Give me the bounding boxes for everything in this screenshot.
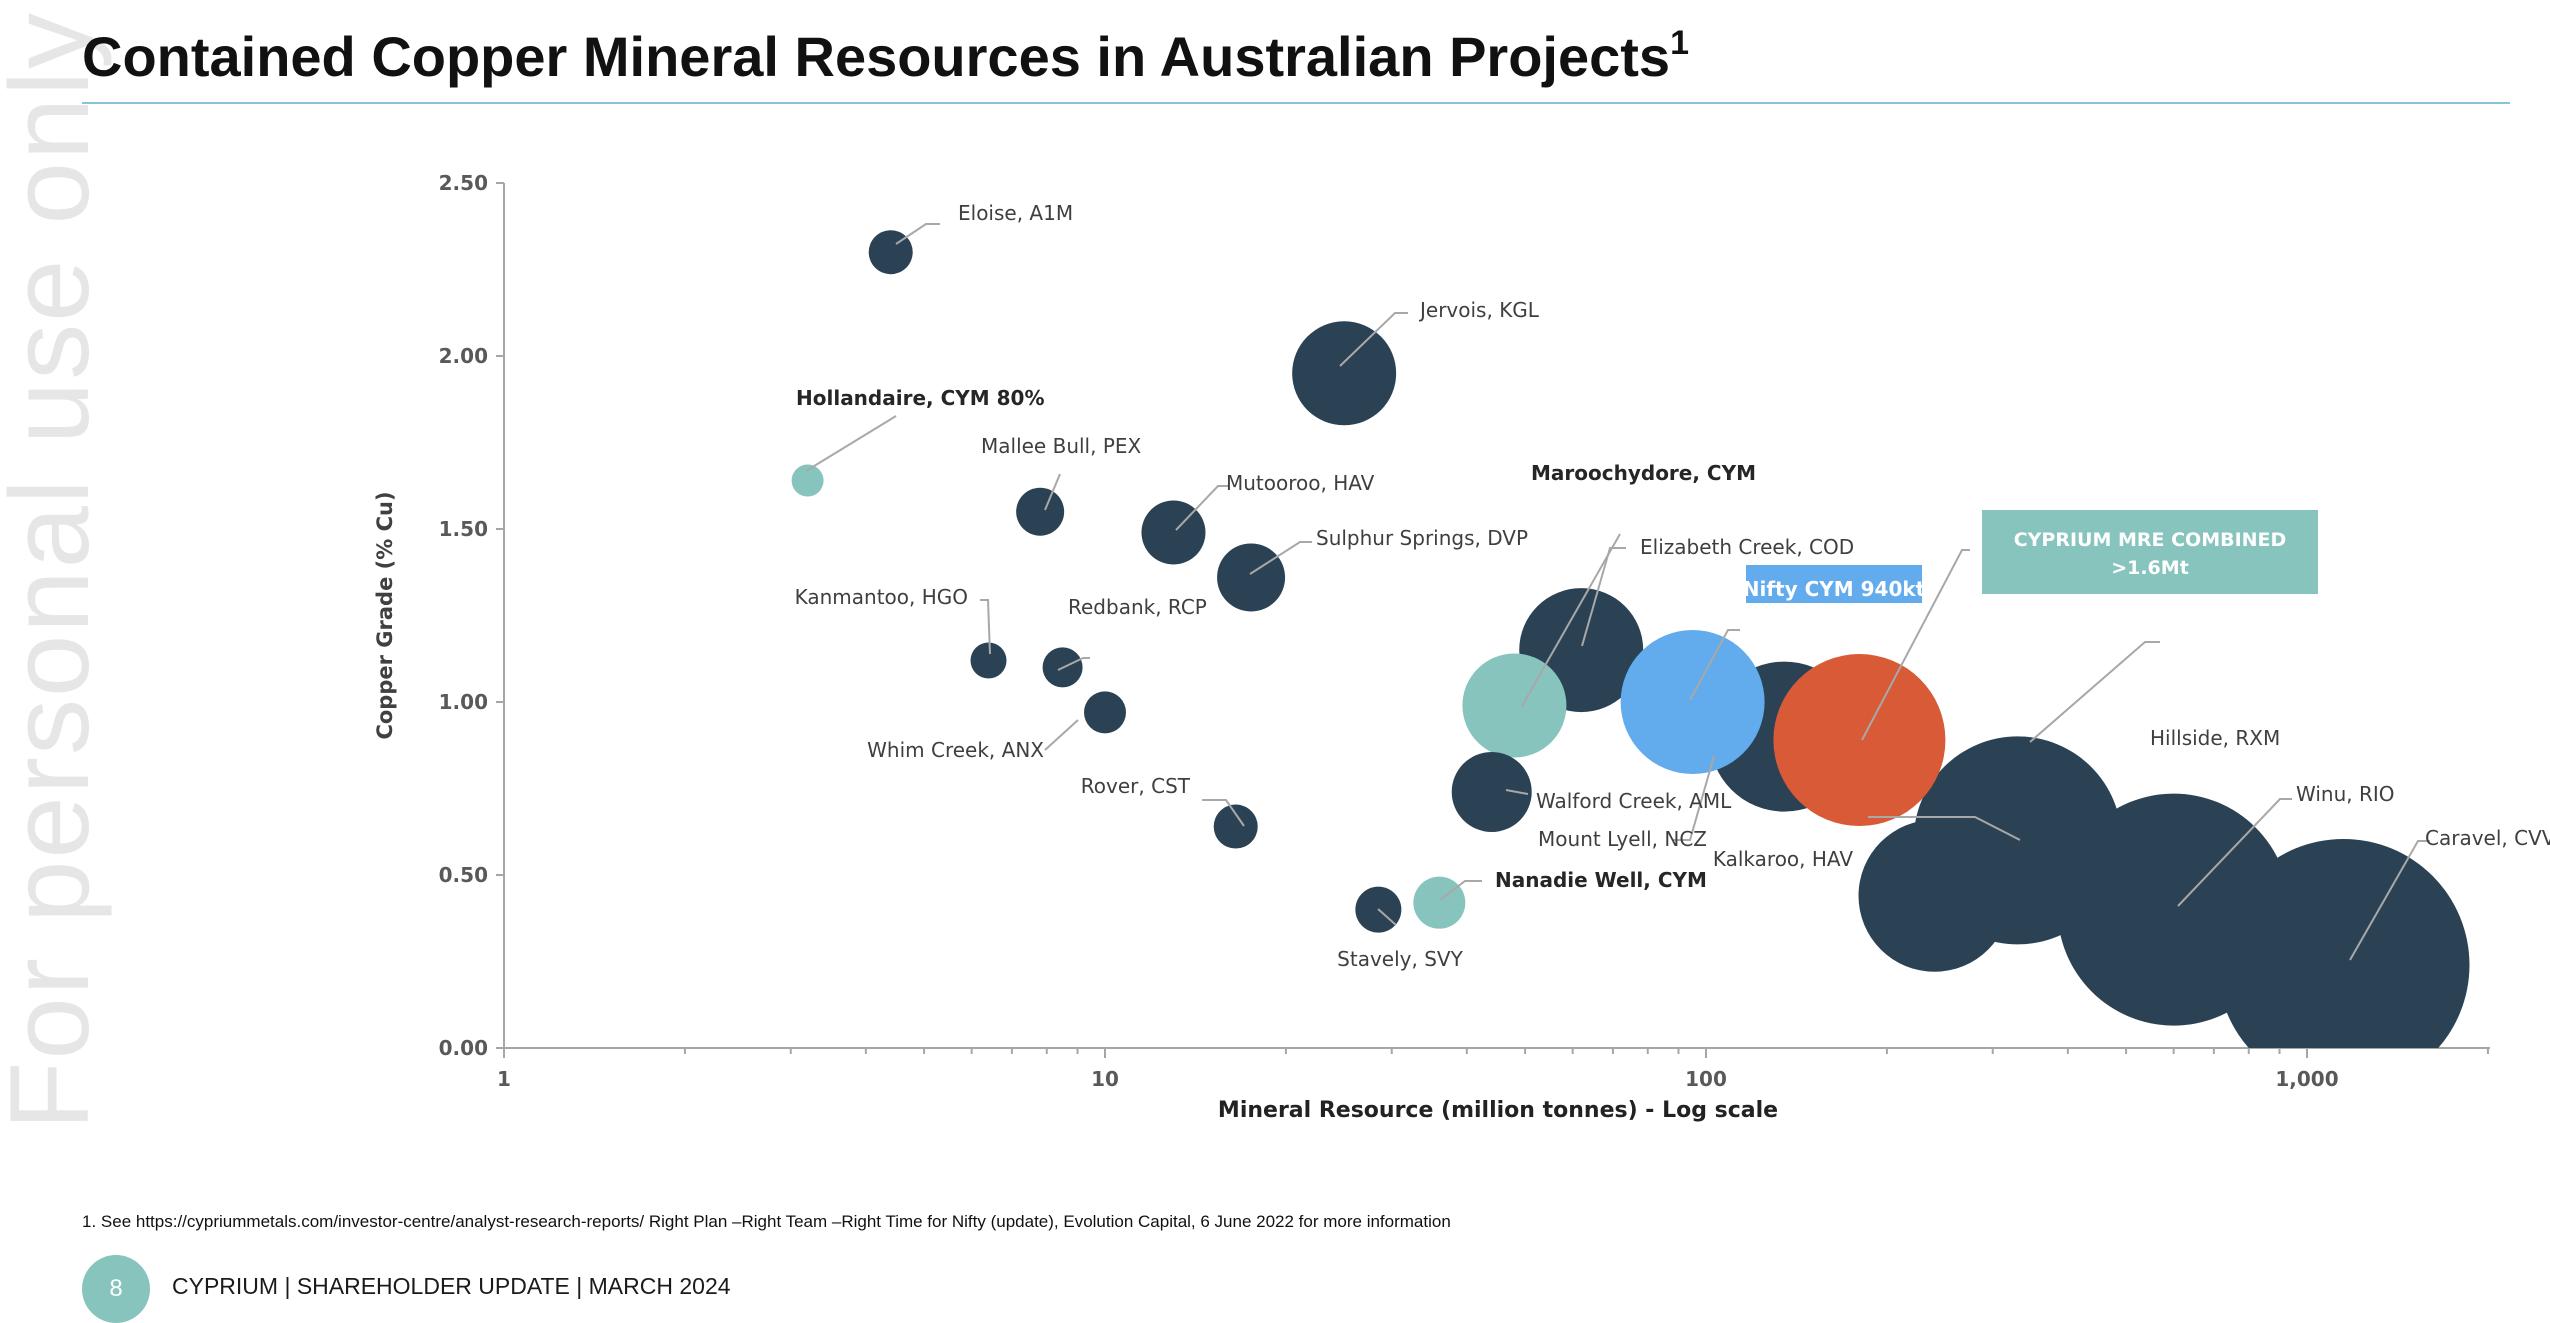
leader-line [1377, 908, 1397, 926]
bubble-cyprium-mre-combined-1-6mt [1773, 654, 1946, 827]
leader-line [980, 599, 991, 655]
x-tick-label: 1 [497, 1067, 511, 1091]
label-eloise-a1m: Eloise, A1M [958, 201, 1073, 225]
label-hollandaire-cym-80: Hollandaire, CYM 80% [796, 386, 1044, 410]
mre-combined-callout: CYPRIUM MRE COMBINED >1.6Mt [1982, 510, 2318, 594]
y-tick-label: 1.50 [439, 517, 488, 541]
callout-line-2: >1.6Mt [2111, 557, 2189, 579]
leader-line [1339, 312, 1408, 367]
leader-line [2177, 798, 2292, 907]
callout-box [1982, 510, 2318, 594]
leader-line [1861, 549, 1970, 741]
bubble-hollandaire-cym-80 [791, 464, 824, 497]
label-rover-cst: Rover, CST [1081, 774, 1191, 798]
page-number-badge: 8 [82, 1255, 150, 1323]
nifty-label-box [1746, 565, 1922, 603]
leader-line [805, 415, 897, 472]
label-hillside-rxm: Hillside, RXM [2150, 726, 2280, 750]
leader-line [1581, 547, 1626, 647]
bubble-nifty-cym-940kt [1620, 630, 1765, 774]
y-tick-label: 2.00 [439, 344, 488, 368]
leader-line [1175, 485, 1230, 531]
leader-line [1672, 755, 1715, 841]
y-axis-title: Copper Grade (% Cu) [373, 491, 397, 739]
label-mallee-bull-pex: Mallee Bull, PEX [981, 434, 1142, 458]
label-winu-rio: Winu, RIO [2296, 782, 2395, 806]
bubble-chart: 0.00 0.50 1.00 1.50 2.00 2.50 1 10 100 1,000 Miner… [373, 171, 2550, 1123]
title-text: Contained Copper Mineral Resources in Au… [82, 25, 1671, 88]
label-maroochydore-cym: Maroochydore, CYM [1531, 461, 1756, 485]
label-jervois-kgl: Jervois, KGL [1418, 298, 1540, 322]
label-sulphur-springs-dvp: Sulphur Springs, DVP [1316, 526, 1528, 550]
data-labels: Eloise, A1M Jervois, KGL Hollandaire, CYM … [795, 201, 2550, 971]
label-redbank-rcp: Redbank, RCP [1068, 595, 1207, 619]
label-kanmantoo-hgo: Kanmantoo, HGO [795, 585, 968, 609]
bubble-jervois-kgl [1292, 321, 1397, 426]
footnote: 1. See https://cypriummetals.com/investo… [82, 1212, 1451, 1231]
leader-line [1439, 880, 1482, 901]
bubble-kanmantoo-hgo [970, 642, 1007, 679]
label-mount-lyell-ncz: Mount Lyell, NCZ [1538, 827, 1707, 851]
bubble-walford-creek-aml [1451, 751, 1532, 832]
label-elizabeth-creek-cod: Elizabeth Creek, COD [1640, 535, 1854, 559]
y-tick-label: 0.00 [439, 1036, 488, 1060]
leader-line [1521, 533, 1621, 707]
title-footnote-ref: 1 [1670, 24, 1689, 62]
page-title: Contained Copper Mineral Resources in Au… [82, 24, 1689, 89]
leader-line [1202, 799, 1245, 827]
leader-line [1044, 473, 1061, 511]
label-kalkaroo-hav: Kalkaroo, HAV [1713, 847, 1853, 871]
label-whim-creek-anx: Whim Creek, ANX [867, 738, 1044, 762]
label-nifty-cym-940kt: Nifty CYM 940kt [1743, 577, 1926, 601]
bubble-nadadie-well-cym [1413, 876, 1466, 929]
leader-line [1249, 541, 1312, 575]
bubble-mallee-bull-pex [1016, 487, 1065, 536]
label-nanadie-well-cym: Nanadie Well, CYM [1495, 868, 1707, 892]
x-tick-label: 1,000 [2275, 1067, 2338, 1091]
leader-line [1868, 816, 2021, 841]
chart-axes: 0.00 0.50 1.00 1.50 2.00 2.50 1 10 100 1,000 Miner… [373, 171, 2490, 1123]
leader-lines [805, 223, 2430, 961]
leader-line [1505, 789, 1529, 795]
bubble-kalkaroo-hav [1858, 819, 2011, 972]
label-mutooroo-hav: Mutooroo, HAV [1226, 471, 1375, 495]
title-divider [82, 102, 2510, 104]
leader-line [895, 223, 940, 245]
y-tick-label: 2.50 [439, 171, 488, 195]
x-axis-title: Mineral Resource (million tonnes) - Log … [1218, 1098, 1778, 1123]
bubble-sulphur-springs-dvp [1217, 543, 1286, 612]
y-tick-label: 1.00 [439, 690, 488, 714]
leader-line [1044, 719, 1079, 751]
leader-line [1689, 629, 1740, 701]
leader-line [2029, 641, 2160, 743]
label-caravel-cvv: Caravel, CVV [2425, 826, 2550, 850]
bubble-rover-cst [1213, 804, 1258, 849]
y-tick-label: 0.50 [439, 863, 488, 887]
callout-line-1: CYPRIUM MRE COMBINED [2014, 529, 2287, 551]
leader-line [1057, 657, 1090, 671]
label-stavely-svy: Stavely, SVY [1337, 947, 1463, 971]
x-tick-label: 100 [1685, 1067, 1727, 1091]
leader-line [2349, 840, 2430, 961]
bubble-whim-creek-anx [1084, 691, 1126, 734]
bubble-maroochydore-cym [1462, 653, 1567, 758]
x-tick-label: 10 [1091, 1067, 1119, 1091]
footer-text: CYPRIUM | SHAREHOLDER UPDATE | MARCH 202… [172, 1273, 731, 1299]
label-walford-creek-aml: Walford Creek, AML [1536, 789, 1732, 813]
bubble-series [791, 230, 2470, 1048]
